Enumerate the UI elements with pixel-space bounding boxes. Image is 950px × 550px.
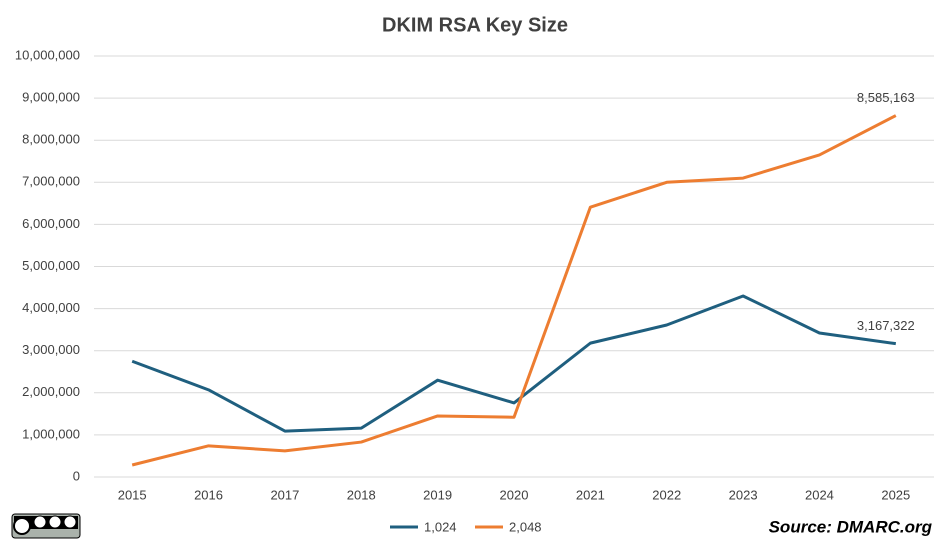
y-tick-label: 4,000,000 bbox=[22, 300, 80, 315]
source: Source: DMARC.org bbox=[769, 517, 933, 536]
legend-label: 2,048 bbox=[509, 519, 542, 534]
y-tick-label: 2,000,000 bbox=[22, 384, 80, 399]
x-tick-label: 2016 bbox=[194, 487, 223, 502]
license-badge bbox=[11, 513, 81, 539]
y-tick-label: 0 bbox=[73, 468, 80, 483]
x-tick-label: 2019 bbox=[423, 487, 452, 502]
x-tick-label: 2022 bbox=[652, 487, 681, 502]
y-tick-label: 9,000,000 bbox=[22, 90, 80, 105]
x-tick-label: 2017 bbox=[270, 487, 299, 502]
x-tick-label: 2021 bbox=[576, 487, 605, 502]
x-tick-label: 2015 bbox=[118, 487, 147, 502]
y-tick-label: 7,000,000 bbox=[22, 174, 80, 189]
x-tick-label: 2024 bbox=[805, 487, 834, 502]
y-tick-label: 6,000,000 bbox=[22, 216, 80, 231]
y-tick-label: 1,000,000 bbox=[22, 426, 80, 441]
x-tick-label: 2023 bbox=[729, 487, 758, 502]
chart-title: DKIM RSA Key Size bbox=[382, 14, 568, 36]
legend-label: 1,024 bbox=[424, 519, 457, 534]
data-label: 3,167,322 bbox=[857, 318, 915, 333]
series-line bbox=[131, 294, 897, 433]
data-label: 8,585,163 bbox=[857, 90, 915, 105]
y-tick-label: 8,000,000 bbox=[22, 132, 80, 147]
x-tick-label: 2018 bbox=[347, 487, 376, 502]
x-tick-label: 2020 bbox=[500, 487, 529, 502]
y-tick-label: 3,000,000 bbox=[22, 342, 80, 357]
series-line bbox=[131, 114, 897, 467]
x-tick-label: 2025 bbox=[881, 487, 910, 502]
y-tick-label: 10,000,000 bbox=[15, 47, 80, 62]
y-tick-label: 5,000,000 bbox=[22, 258, 80, 273]
